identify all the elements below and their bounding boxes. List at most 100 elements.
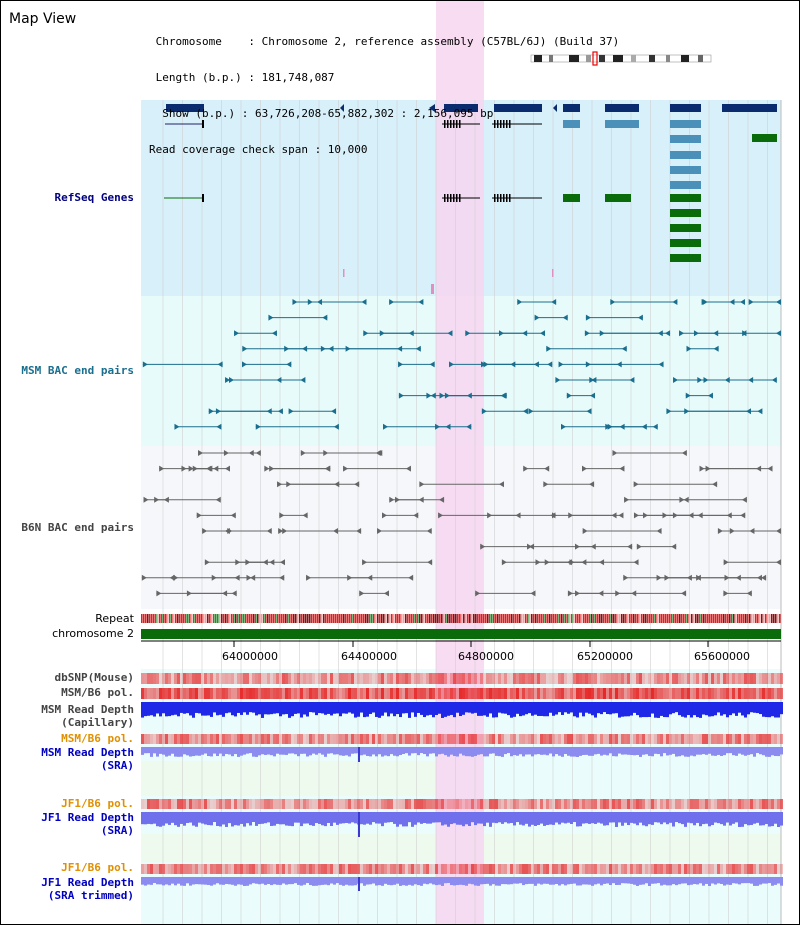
depth-bar	[432, 747, 435, 754]
heat-cell	[534, 799, 537, 809]
track-label-b6n-bac[interactable]: B6N BAC end pairs	[21, 521, 134, 534]
depth-bar	[192, 877, 195, 885]
heat-cell	[504, 734, 507, 744]
depth-bar	[222, 812, 225, 825]
heat-cell	[204, 673, 207, 684]
depth-bar	[444, 702, 447, 717]
heat-cell	[621, 864, 624, 874]
depth-bar	[378, 747, 381, 755]
depth-bar	[573, 747, 576, 757]
depth-bar	[747, 702, 750, 715]
depth-bar	[615, 747, 618, 757]
track-label-msm-bac[interactable]: MSM BAC end pairs	[21, 364, 134, 377]
repeat-mark	[199, 614, 201, 623]
heat-cell	[732, 734, 735, 744]
bac-end-marker	[439, 392, 445, 399]
gene-model	[563, 104, 580, 112]
heat-cell	[306, 673, 309, 684]
heat-cell	[549, 799, 552, 809]
bac-end-marker	[389, 496, 395, 503]
depth-bar	[483, 812, 486, 827]
heat-cell	[207, 734, 210, 744]
heat-cell	[438, 688, 441, 699]
heat-cell	[780, 864, 783, 874]
heat-cell	[738, 688, 741, 699]
heat-cell	[363, 734, 366, 744]
depth-bar	[594, 702, 597, 718]
depth-bar	[660, 877, 663, 886]
depth-bar	[660, 812, 663, 825]
depth-bar	[627, 877, 630, 884]
heat-cell	[753, 734, 756, 744]
depth-bar	[762, 702, 765, 717]
depth-bar	[420, 877, 423, 886]
depth-bar	[765, 877, 768, 884]
repeat-mark	[381, 614, 383, 623]
heat-cell	[687, 864, 690, 874]
heat-cell	[219, 673, 222, 684]
repeat-mark	[619, 614, 621, 623]
depth-bar	[504, 747, 507, 755]
depth-bar	[354, 747, 357, 754]
bac-end-marker	[481, 408, 487, 415]
depth-bar	[294, 812, 297, 823]
repeat-mark	[563, 614, 565, 623]
gene-model	[670, 181, 701, 189]
track-label-jf1-pol: JF1/B6 pol.	[61, 797, 134, 810]
depth-bar	[198, 877, 201, 885]
heat-cell	[252, 688, 255, 699]
heat-cell	[630, 734, 633, 744]
depth-bar	[603, 877, 606, 884]
repeat-mark	[177, 614, 179, 623]
heat-cell	[468, 799, 471, 809]
gene-exon	[494, 120, 496, 128]
repeat-mark	[389, 614, 391, 623]
heat-cell	[324, 673, 327, 684]
heat-cell	[477, 799, 480, 809]
heat-cell	[351, 673, 354, 684]
heat-cell	[480, 734, 483, 744]
repeat-mark	[321, 614, 323, 623]
heat-cell	[723, 799, 726, 809]
track-label-refseq[interactable]: RefSeq Genes	[54, 191, 134, 204]
heat-cell	[696, 799, 699, 809]
depth-bar	[501, 702, 504, 714]
depth-bar	[657, 812, 660, 823]
bac-end-marker	[633, 512, 639, 519]
heat-cell	[570, 734, 573, 744]
repeat-mark	[147, 614, 149, 623]
repeat-mark	[379, 614, 381, 623]
depth-bar	[441, 702, 444, 718]
depth-bar	[489, 877, 492, 886]
heat-cell	[492, 673, 495, 684]
heat-cell	[771, 734, 774, 744]
heat-cell	[384, 688, 387, 699]
depth-bar	[609, 747, 612, 754]
bac-end-marker	[377, 450, 383, 456]
depth-bar	[414, 747, 417, 754]
depth-bar	[282, 747, 285, 755]
depth-bar	[651, 702, 654, 714]
depth-bar	[528, 702, 531, 714]
depth-bar	[600, 702, 603, 715]
depth-bar	[555, 877, 558, 885]
heat-cell	[549, 688, 552, 699]
heat-cell	[615, 864, 618, 874]
heat-cell	[639, 734, 642, 744]
repeat-mark	[167, 614, 169, 623]
heat-cell	[390, 734, 393, 744]
heat-cell	[675, 688, 678, 699]
heat-cell	[585, 799, 588, 809]
depth-bar	[189, 702, 192, 716]
heat-cell	[348, 673, 351, 684]
repeat-mark	[479, 614, 481, 623]
heat-cell	[378, 734, 381, 744]
heat-cell	[519, 673, 522, 684]
heat-cell	[240, 734, 243, 744]
heat-cell	[534, 688, 537, 699]
heat-cell	[669, 688, 672, 699]
depth-bar	[324, 747, 327, 757]
heat-cell	[651, 673, 654, 684]
depth-bar	[249, 877, 252, 885]
heat-cell	[198, 688, 201, 699]
